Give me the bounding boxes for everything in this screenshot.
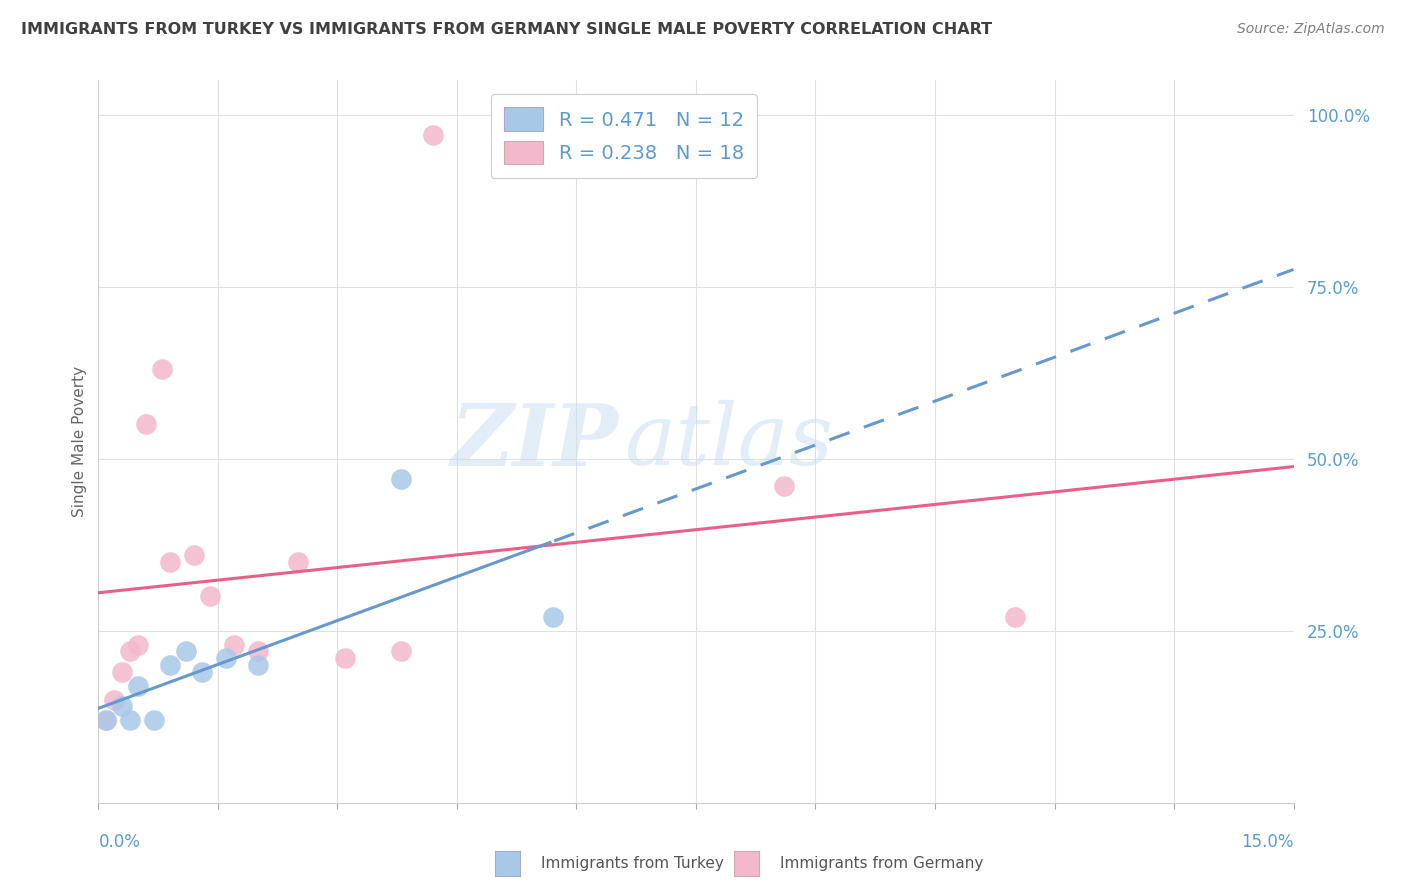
Point — [111, 665, 134, 679]
Legend: R = 0.471   N = 12, R = 0.238   N = 18: R = 0.471 N = 12, R = 0.238 N = 18 — [491, 94, 758, 178]
Point — [174, 644, 197, 658]
Point — [541, 610, 564, 624]
Point — [159, 658, 181, 673]
Point — [111, 699, 134, 714]
Point — [135, 417, 157, 432]
Point — [389, 472, 412, 486]
Text: 0.0%: 0.0% — [98, 833, 141, 851]
Point — [287, 555, 309, 569]
Text: Immigrants from Germany: Immigrants from Germany — [780, 856, 984, 871]
Point — [422, 128, 444, 143]
Point — [103, 692, 125, 706]
Point — [159, 555, 181, 569]
Point — [222, 638, 245, 652]
Point — [127, 679, 149, 693]
Point — [150, 362, 173, 376]
Y-axis label: Single Male Poverty: Single Male Poverty — [72, 366, 87, 517]
Text: IMMIGRANTS FROM TURKEY VS IMMIGRANTS FROM GERMANY SINGLE MALE POVERTY CORRELATIO: IMMIGRANTS FROM TURKEY VS IMMIGRANTS FRO… — [21, 22, 993, 37]
Point — [215, 651, 238, 665]
Text: Immigrants from Turkey: Immigrants from Turkey — [541, 856, 724, 871]
Point — [389, 644, 412, 658]
Point — [1004, 610, 1026, 624]
Text: ZIP: ZIP — [450, 400, 619, 483]
Point — [335, 651, 357, 665]
Text: 15.0%: 15.0% — [1241, 833, 1294, 851]
Point — [772, 479, 794, 493]
Point — [96, 713, 118, 727]
Point — [198, 590, 221, 604]
Point — [246, 658, 269, 673]
Point — [120, 713, 142, 727]
Point — [143, 713, 166, 727]
Text: Source: ZipAtlas.com: Source: ZipAtlas.com — [1237, 22, 1385, 37]
Text: atlas: atlas — [624, 401, 834, 483]
Point — [96, 713, 118, 727]
Point — [246, 644, 269, 658]
Point — [191, 665, 214, 679]
Point — [127, 638, 149, 652]
Point — [120, 644, 142, 658]
Point — [183, 548, 205, 562]
